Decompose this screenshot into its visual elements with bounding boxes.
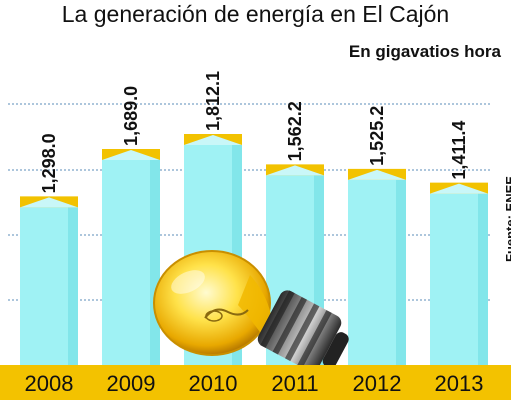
value-label-2013: 1,411.4 — [449, 121, 469, 180]
bulb-base — [257, 290, 349, 372]
x-tick-label-2011: 2011 — [271, 371, 318, 396]
x-tick-label-2012: 2012 — [353, 371, 402, 396]
bar-cap-face — [266, 165, 324, 176]
bar-cap-face — [430, 183, 488, 194]
bar-cap-face — [184, 135, 242, 145]
bulb-filament — [204, 308, 249, 319]
bar-shade — [478, 193, 488, 365]
value-label-2010: 1,812.1 — [203, 71, 223, 131]
value-label-2008: 1,298.0 — [39, 133, 59, 193]
bulb-neck — [238, 275, 272, 335]
bar-cap-face — [102, 149, 160, 160]
chart-subtitle: En gigavatios hora — [348, 42, 501, 61]
x-axis-band — [0, 365, 511, 400]
light-bulb-illustration — [153, 250, 349, 372]
value-label-2012: 1,525.2 — [367, 106, 387, 166]
x-tick-label-2013: 2013 — [435, 371, 484, 396]
bar-shade — [314, 175, 324, 365]
x-tick-label-2010: 2010 — [189, 371, 238, 396]
chart-title: La generación de energía en El Cajón — [61, 1, 450, 27]
source-note: Fuente: ENEE — [503, 176, 511, 262]
x-tick-label-2009: 2009 — [107, 371, 156, 396]
value-label-2011: 1,562.2 — [285, 101, 305, 161]
bar-cap-face — [20, 197, 78, 208]
bulb-glass — [153, 250, 271, 356]
x-tick-label-2008: 2008 — [25, 371, 74, 396]
bar-shade — [68, 207, 78, 365]
bar-cap-face — [348, 169, 406, 180]
bar-shade — [150, 159, 160, 365]
value-label-2009: 1,689.0 — [121, 86, 141, 146]
bar-shade — [396, 179, 406, 365]
